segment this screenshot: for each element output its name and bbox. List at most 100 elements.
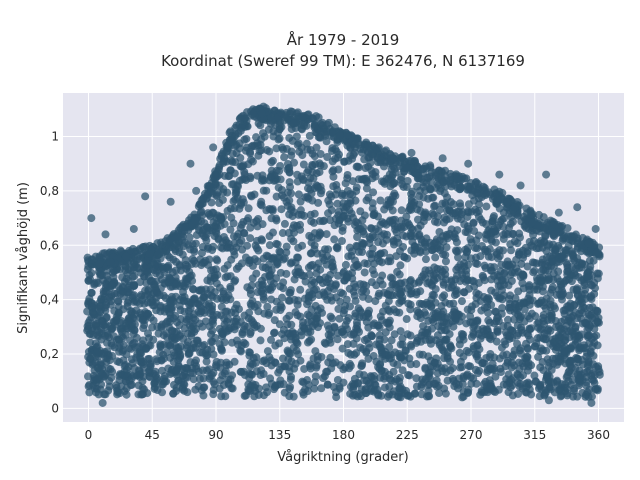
data-point [356, 343, 365, 352]
data-point [246, 362, 255, 371]
data-point [328, 359, 337, 368]
data-point [419, 270, 428, 279]
data-point [486, 384, 495, 393]
data-point [307, 217, 316, 226]
data-point [327, 314, 336, 323]
data-point [210, 231, 219, 240]
data-point-outlier [101, 230, 110, 239]
data-point [230, 325, 239, 334]
data-point [354, 163, 363, 172]
data-point [443, 376, 452, 385]
data-point [493, 325, 502, 334]
data-point [321, 339, 330, 348]
data-point [287, 234, 296, 243]
data-point [334, 207, 343, 216]
data-point [376, 196, 385, 205]
data-point [227, 338, 236, 347]
data-point [397, 206, 406, 215]
data-point [508, 391, 517, 400]
data-point [507, 246, 516, 255]
data-point [129, 281, 138, 290]
data-point [376, 359, 385, 368]
y-tick-label: 0,4 [40, 293, 59, 307]
data-point [482, 234, 491, 243]
data-point [442, 243, 451, 252]
data-point [360, 259, 369, 268]
data-point [578, 388, 587, 397]
data-point [240, 311, 249, 320]
data-point [240, 135, 249, 144]
data-point [290, 275, 299, 284]
data-point [314, 113, 323, 122]
data-point [552, 290, 561, 299]
data-point [536, 239, 545, 248]
data-point [389, 305, 398, 314]
data-point [376, 249, 385, 258]
x-axis-label: Vågriktning (grader) [277, 450, 408, 465]
data-point [257, 109, 266, 118]
data-point [323, 321, 332, 330]
data-point [220, 369, 229, 378]
data-point [278, 354, 287, 363]
data-point [387, 173, 396, 182]
data-point [275, 125, 284, 134]
data-point [405, 354, 414, 363]
data-point [239, 228, 248, 237]
data-point [426, 339, 435, 348]
data-point [473, 244, 482, 253]
data-point [85, 388, 94, 397]
data-point [508, 352, 517, 361]
data-point [195, 319, 204, 328]
data-point [310, 152, 319, 161]
data-point-outlier [186, 159, 195, 168]
data-point [398, 293, 407, 302]
data-point [211, 222, 220, 231]
data-point [486, 262, 495, 271]
data-point [186, 245, 195, 254]
data-point [224, 239, 233, 248]
data-point [380, 205, 389, 214]
data-point [254, 307, 263, 316]
data-point [365, 306, 374, 315]
data-point [378, 271, 387, 280]
data-point [351, 390, 360, 399]
data-point [144, 329, 153, 338]
data-point [314, 198, 323, 207]
data-point [472, 208, 481, 217]
data-point [357, 361, 366, 370]
data-point [323, 152, 332, 161]
data-point [102, 313, 111, 322]
data-point [149, 265, 158, 274]
data-point [300, 121, 309, 130]
data-point [367, 166, 376, 175]
data-point [451, 246, 460, 255]
data-point [472, 379, 481, 388]
data-point [430, 276, 439, 285]
data-point [316, 133, 325, 142]
data-point [158, 240, 167, 249]
data-point [248, 110, 257, 119]
data-point-outlier [587, 398, 596, 407]
data-point [119, 292, 128, 301]
data-point [201, 317, 210, 326]
data-point [432, 235, 441, 244]
data-point [487, 253, 496, 262]
data-point [399, 231, 408, 240]
data-point [397, 285, 406, 294]
data-point [367, 149, 376, 158]
data-point [360, 376, 369, 385]
data-point [195, 374, 204, 383]
data-point [539, 301, 548, 310]
data-point [308, 168, 317, 177]
data-point [483, 302, 492, 311]
data-point [561, 277, 570, 286]
data-point [461, 277, 470, 286]
data-point [284, 164, 293, 173]
data-point [473, 341, 482, 350]
data-point [354, 225, 363, 234]
data-point [234, 340, 243, 349]
data-point [564, 333, 573, 342]
data-point [246, 147, 255, 156]
data-point [439, 354, 448, 363]
data-point [310, 286, 319, 295]
